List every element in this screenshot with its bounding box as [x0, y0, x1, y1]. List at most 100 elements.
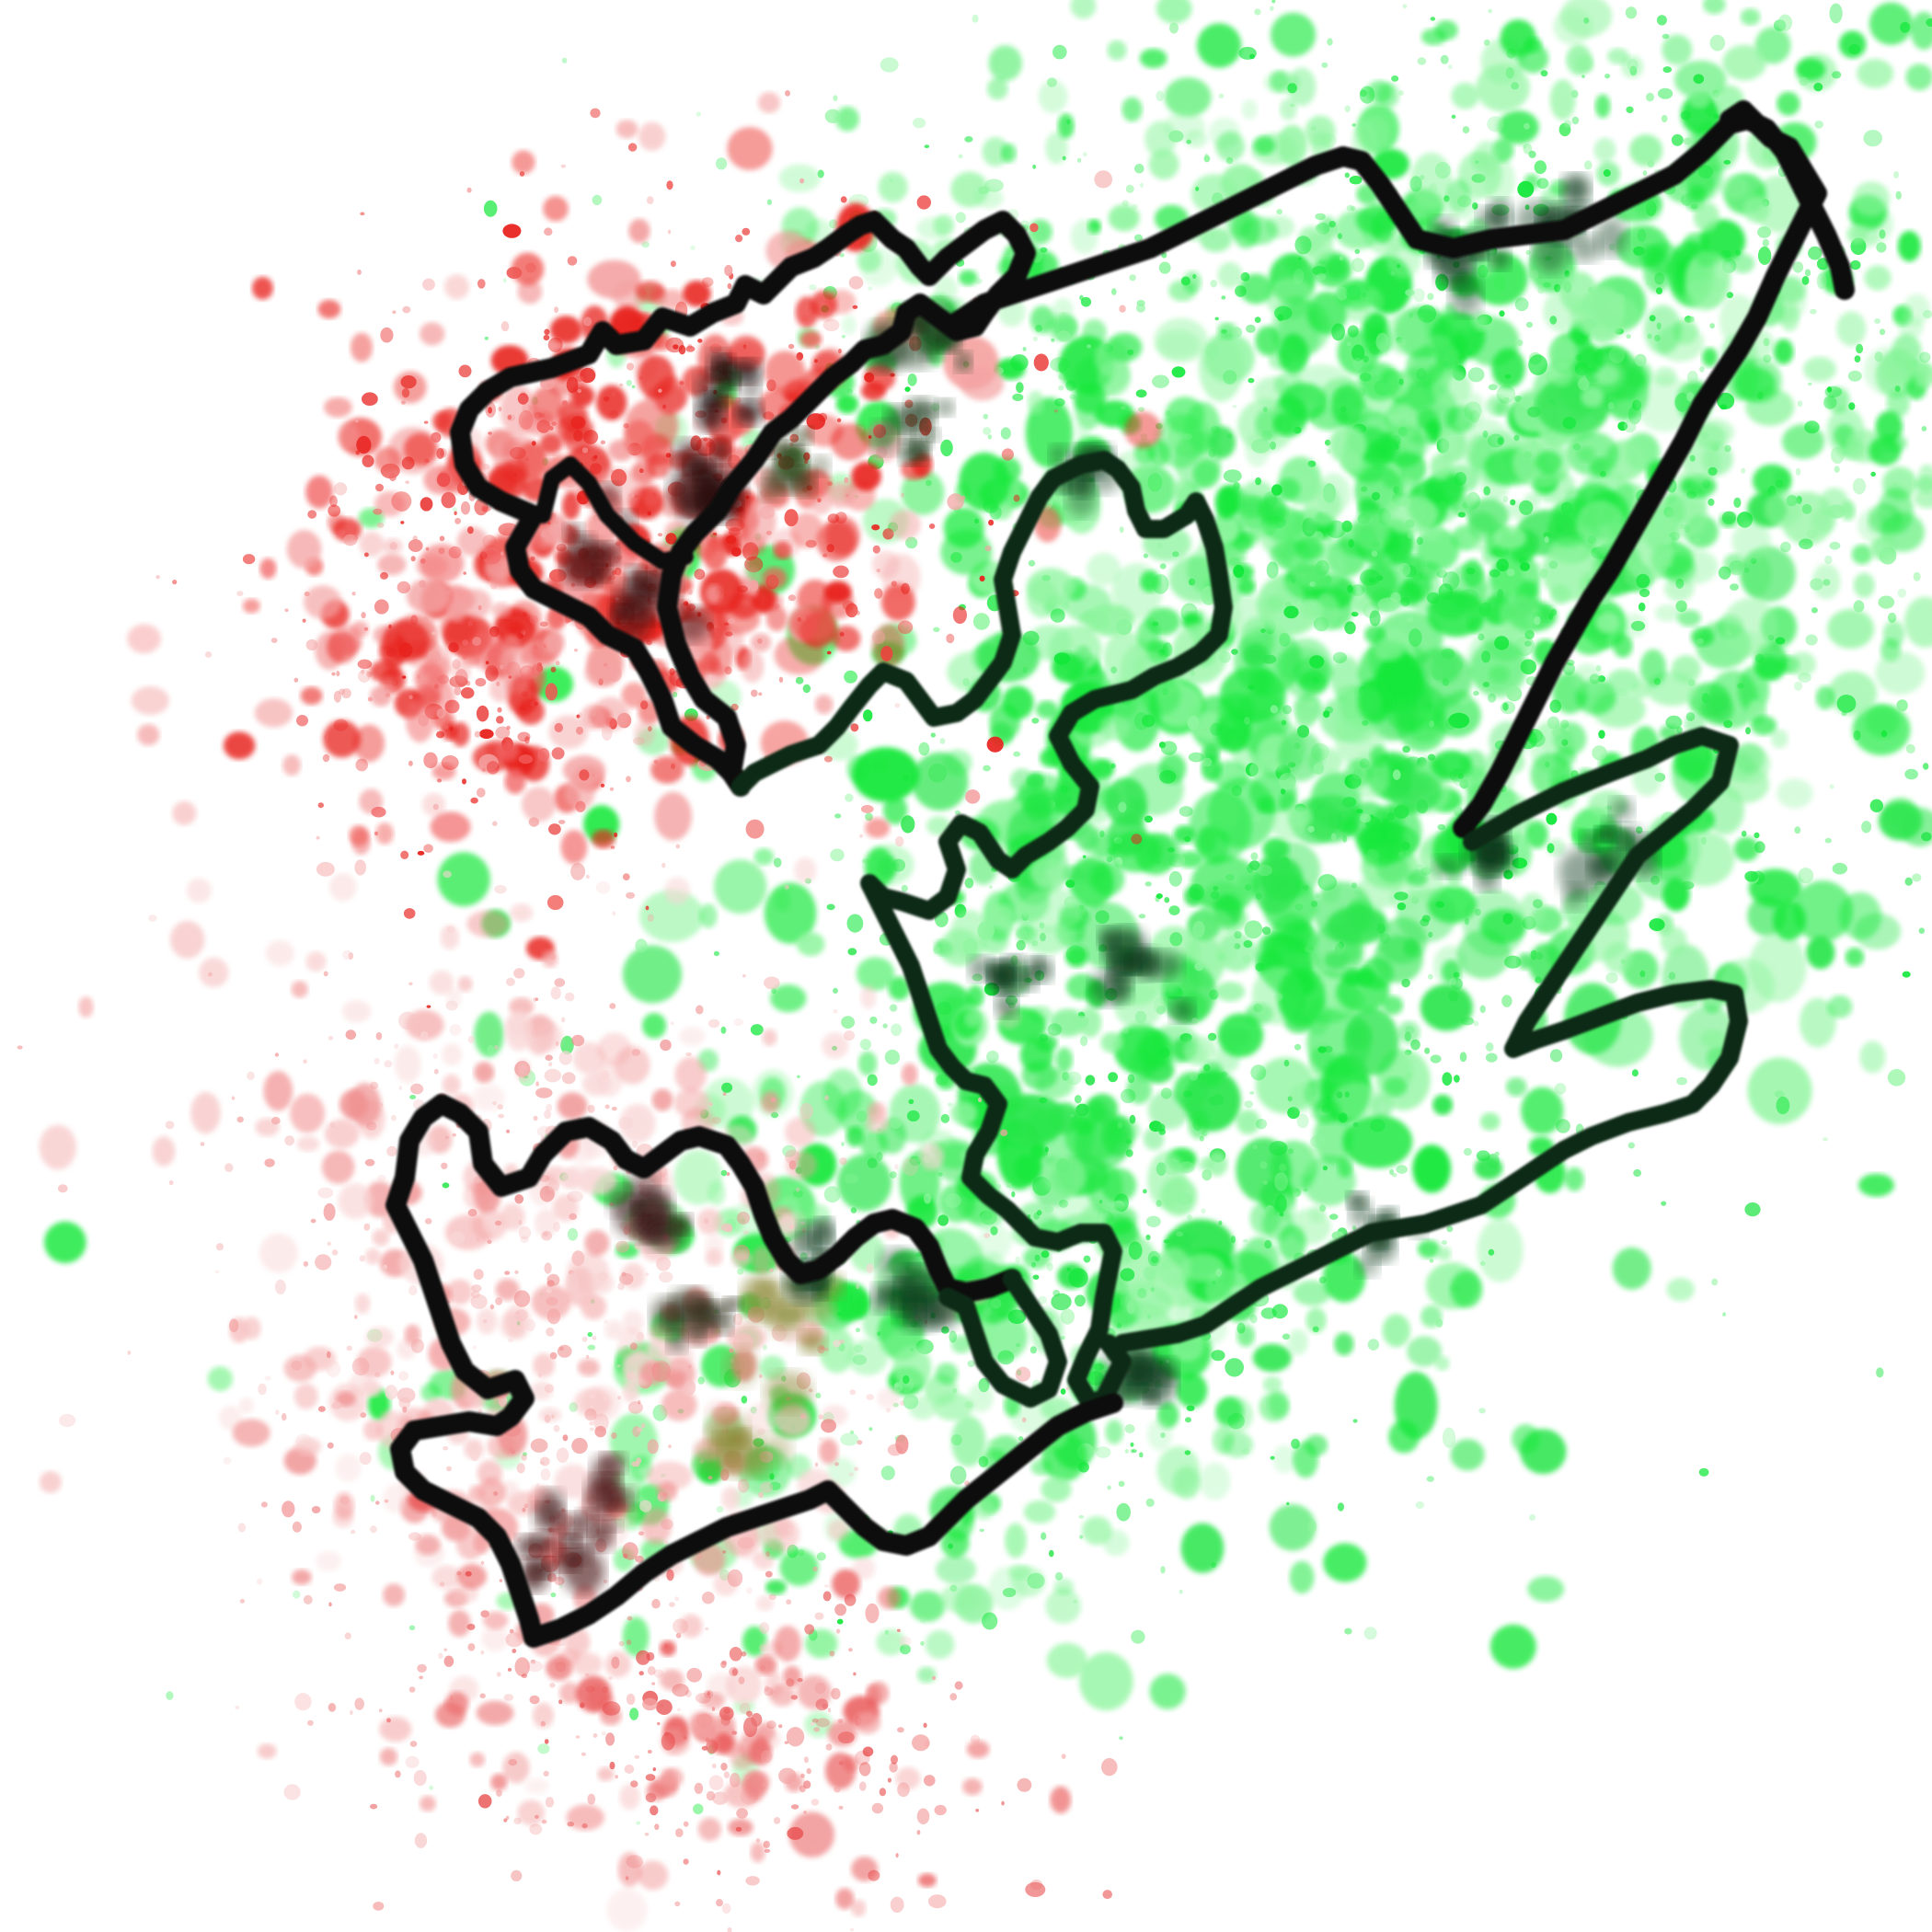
splatter-dot: [517, 393, 529, 405]
splatter-dot: [1262, 654, 1277, 664]
splatter-dot: [619, 1103, 656, 1144]
splatter-dot: [251, 276, 273, 300]
splatter-dot: [685, 1052, 692, 1056]
splatter-dot: [764, 1848, 771, 1853]
splatter-dot: [300, 686, 323, 706]
splatter-dot: [1212, 192, 1224, 205]
splatter-dot: [1357, 679, 1394, 723]
splatter-dot: [1811, 563, 1841, 600]
splatter-dot: [1501, 995, 1512, 1007]
splatter-dot: [1563, 120, 1572, 128]
splatter-dot: [1351, 344, 1365, 362]
splatter-dot: [996, 1183, 1002, 1190]
splatter-dot: [1902, 971, 1911, 978]
splatter-dot: [1575, 55, 1594, 73]
splatter-dot: [878, 171, 908, 202]
splatter-dot: [1236, 1324, 1255, 1347]
splatter-dot: [696, 1208, 722, 1235]
splatter-dot: [755, 1595, 774, 1612]
splatter-dot: [874, 588, 883, 599]
splatter-dot: [1284, 254, 1305, 273]
splatter-dot: [1201, 1208, 1206, 1214]
splatter-dot: [894, 1164, 899, 1170]
splatter-dot: [1709, 34, 1726, 52]
splatter-dot: [1135, 304, 1146, 313]
splatter-dot: [1323, 710, 1330, 719]
splatter-dot: [1736, 631, 1765, 658]
splatter-dot: [964, 136, 973, 143]
splatter-dot: [1344, 1627, 1352, 1635]
splatter-dot: [918, 742, 930, 756]
splatter-dot: [644, 565, 650, 570]
splatter-dot: [284, 1135, 295, 1146]
splatter-dot: [504, 1010, 534, 1052]
splatter-dot: [839, 1157, 847, 1166]
splatter-dot: [1270, 6, 1274, 11]
splatter-dot: [617, 1282, 625, 1291]
splatter-dot: [1272, 1444, 1296, 1474]
splatter-dot: [716, 157, 728, 170]
splatter-dot: [721, 1082, 733, 1093]
splatter-dot: [1347, 341, 1351, 347]
splatter-dot: [759, 1622, 770, 1634]
splatter-dot: [1420, 983, 1473, 1031]
splatter-dot: [835, 106, 859, 132]
splatter-dot: [466, 910, 509, 937]
splatter-dot: [610, 845, 615, 849]
splatter-dot: [834, 1604, 846, 1616]
splatter-dot: [1121, 97, 1143, 122]
splatter-dot: [631, 1049, 641, 1056]
splatter-dot: [454, 511, 457, 515]
splatter-dot: [895, 836, 904, 847]
splatter-dot: [372, 1229, 390, 1247]
splatter-dot: [485, 661, 489, 665]
splatter-dot: [354, 1293, 371, 1315]
splatter-dot: [131, 686, 169, 716]
splatter-dot: [333, 1583, 347, 1592]
splatter-dot: [1177, 1192, 1193, 1205]
splatter-dot: [897, 1727, 904, 1733]
splatter-dot: [916, 1666, 937, 1684]
splatter-dot: [1506, 685, 1523, 702]
splatter-dot: [1473, 690, 1479, 696]
splatter-dot: [656, 1699, 673, 1715]
splatter-dot: [600, 440, 606, 444]
splatter-dot: [429, 1785, 434, 1790]
splatter-dot: [1497, 110, 1539, 144]
splatter-dot: [1479, 1112, 1501, 1131]
splatter-dot: [1869, 799, 1884, 812]
splatter-dot: [296, 1136, 320, 1152]
splatter-dot: [1826, 386, 1850, 413]
splatter-dot: [1139, 48, 1167, 69]
splatter-dot: [1612, 1248, 1651, 1290]
splatter-dot: [1442, 1427, 1456, 1448]
splatter-dot: [816, 1552, 826, 1561]
splatter-dot: [760, 1481, 774, 1493]
splatter-dot: [548, 569, 567, 582]
splatter-dot: [521, 1454, 527, 1461]
splatter-dot: [672, 1684, 689, 1697]
splatter-dot: [380, 327, 394, 343]
splatter-dot: [394, 1043, 399, 1049]
splatter-dot: [1747, 1057, 1812, 1124]
splatter-dot: [1887, 612, 1897, 623]
splatter-dot: [1303, 1188, 1308, 1192]
splatter-dot: [647, 914, 654, 922]
splatter-dot: [696, 1005, 704, 1015]
splatter-dot: [316, 1550, 341, 1572]
splatter-dot: [224, 1163, 234, 1173]
splatter-dot: [829, 219, 838, 229]
splatter-dot: [534, 1022, 563, 1051]
splatter-dot: [1897, 588, 1906, 598]
splatter-dot: [720, 1169, 728, 1177]
splatter-dot: [1524, 122, 1530, 130]
splatter-dot: [1398, 90, 1404, 96]
splatter-dot: [1158, 1128, 1166, 1135]
splatter-dot: [408, 760, 413, 766]
splatter-dot: [1913, 571, 1921, 581]
splatter-dot: [815, 1392, 822, 1398]
splatter-dot: [402, 305, 411, 314]
splatter-dot: [505, 620, 525, 636]
splatter-dot: [581, 447, 589, 454]
